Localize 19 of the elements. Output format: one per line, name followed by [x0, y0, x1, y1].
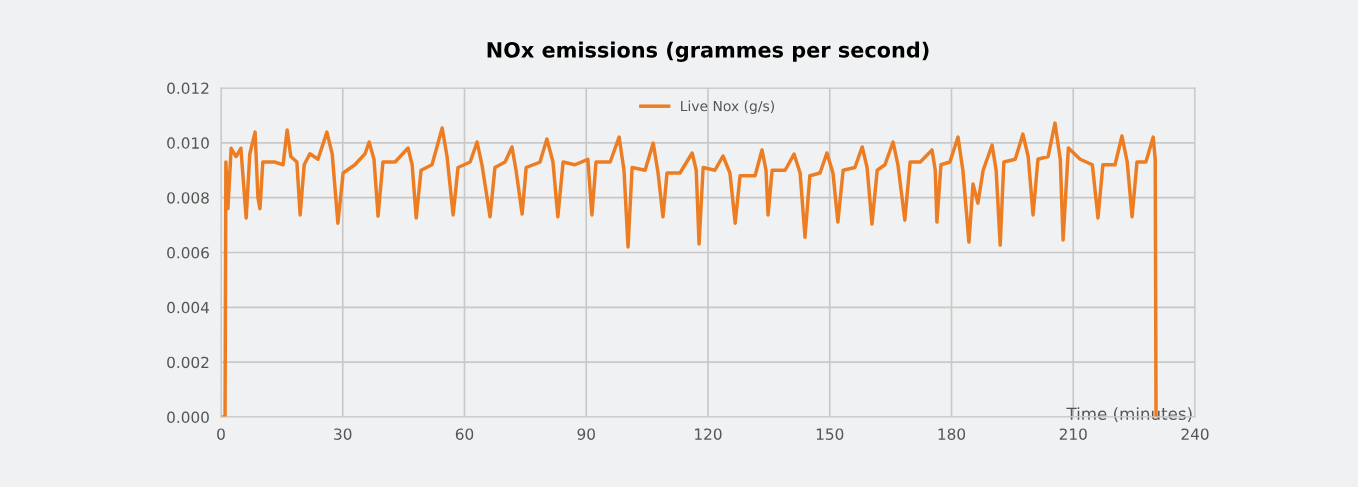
y-tick-label: 0.008 [167, 192, 209, 204]
y-tick-label: 0.006 [167, 246, 209, 259]
x-axis-title: Time (minutes) [1066, 407, 1192, 422]
x-tick-label: 60 [455, 428, 474, 440]
x-tick-label: 120 [695, 428, 722, 440]
legend-label: Live Nox (g/s) [681, 100, 774, 114]
x-tick-label: 30 [334, 428, 352, 440]
chart-title: NOx emissions (grammes per second) [487, 41, 929, 62]
x-tick-label: 180 [938, 428, 966, 440]
x-tick-label: 90 [577, 428, 595, 440]
x-tick-label: 150 [816, 428, 844, 440]
x-tick-label: 210 [1059, 428, 1087, 440]
y-tick-label: 0.004 [167, 301, 210, 314]
y-tick-label: 0.010 [167, 137, 209, 149]
x-tick-label: 0 [217, 428, 225, 440]
x-tick-label: 240 [1181, 428, 1209, 440]
y-tick-label: 0.000 [167, 411, 209, 424]
y-tick-label: 0.012 [167, 82, 209, 95]
y-tick-label: 0.002 [167, 356, 209, 369]
